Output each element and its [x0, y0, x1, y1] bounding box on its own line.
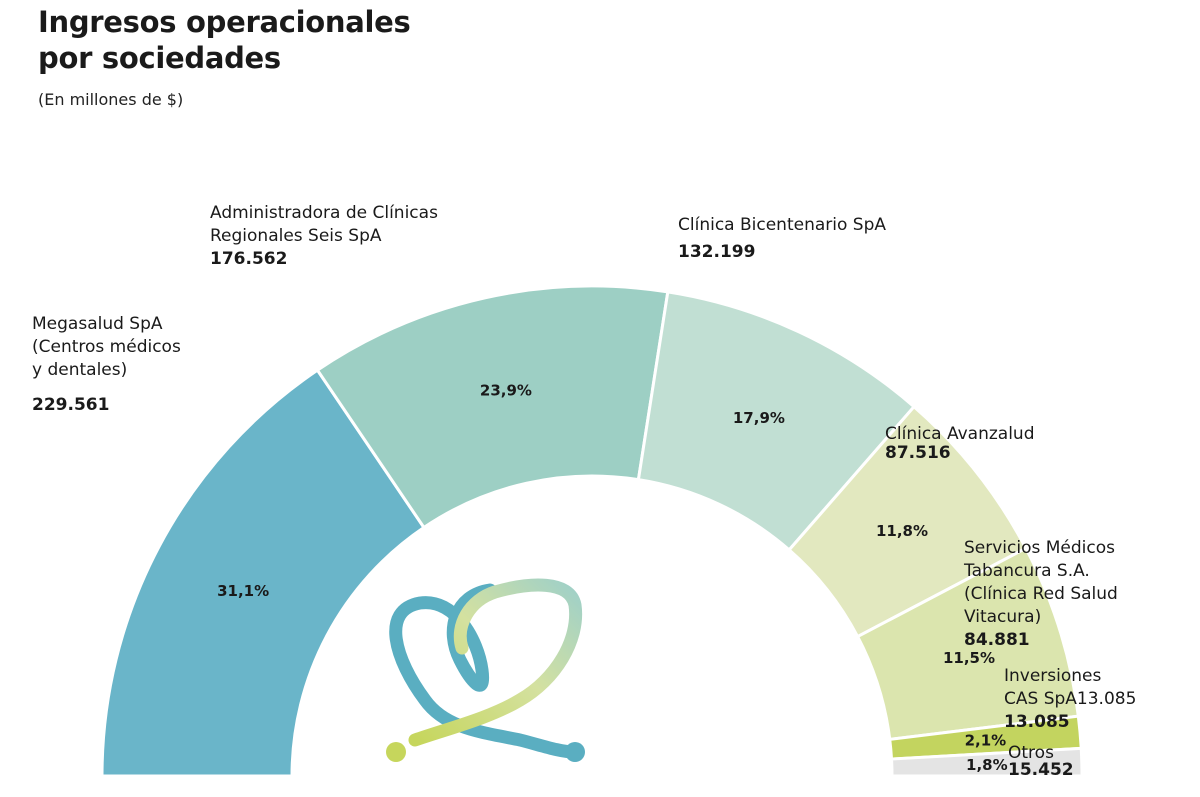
label-administradora: Administradora de Clínicas Regionales Se…: [210, 202, 438, 271]
label-avanzalud-name: Clínica Avanzalud: [885, 424, 1035, 444]
label-bicentenario-value: 132.199: [678, 242, 756, 262]
percent-label-0: 31,1%: [217, 582, 269, 600]
label-otros: Otros 15.452: [1008, 742, 1074, 782]
slice-0: [100, 368, 426, 778]
percent-label-1: 23,9%: [480, 381, 532, 399]
label-megasalud: Megasalud SpA (Centros médicos y dentale…: [32, 313, 181, 417]
percent-label-4: 11,5%: [943, 649, 995, 667]
label-megasalud-value: 229.561: [32, 395, 110, 415]
label-bicentenario: Clínica Bicentenario SpA 132.199: [678, 214, 886, 264]
logo-blue-stroke: [389, 583, 581, 759]
logo-blue-dot: [565, 742, 585, 762]
label-tabancura-value: 84.881: [964, 630, 1030, 650]
label-inversiones-cas-value: 13.085: [1004, 712, 1070, 732]
label-avanzalud-value: 87.516: [885, 443, 951, 463]
percent-label-3: 11,8%: [876, 522, 928, 540]
chart-title: Ingresos operacionales por sociedades: [38, 5, 411, 75]
label-administradora-value: 176.562: [210, 249, 288, 269]
percent-label-2: 17,9%: [733, 409, 785, 427]
label-tabancura: Servicios Médicos Tabancura S.A. (Clínic…: [964, 537, 1200, 652]
label-megasalud-name: Megasalud SpA (Centros médicos y dentale…: [32, 314, 181, 380]
chart-percent-labels: 31,1% 23,9% 17,9% 11,8% 11,5% 2,1% 1,8%: [217, 381, 1008, 773]
label-administradora-name: Administradora de Clínicas Regionales Se…: [210, 203, 438, 246]
label-tabancura-name: Servicios Médicos Tabancura S.A. (Clínic…: [964, 538, 1118, 627]
label-otros-value: 15.452: [1008, 760, 1074, 780]
logo-green-stroke: [408, 578, 583, 747]
percent-label-6: 1,8%: [966, 756, 1008, 774]
heart-loop-logo: [386, 578, 585, 762]
label-inversiones-cas: Inversiones CAS SpA13.085 13.085: [1004, 665, 1136, 734]
chart-subtitle: (En millones de $): [38, 90, 184, 109]
chart-slices: [100, 284, 1084, 778]
label-avanzalud: Clínica Avanzalud 87.516: [885, 423, 1035, 465]
label-bicentenario-name: Clínica Bicentenario SpA: [678, 215, 886, 235]
percent-label-5: 2,1%: [965, 732, 1007, 750]
slice-6: [889, 746, 1084, 778]
label-otros-name: Otros: [1008, 743, 1054, 763]
logo-green-dot: [386, 742, 406, 762]
label-inversiones-cas-name: Inversiones CAS SpA13.085: [1004, 666, 1137, 709]
